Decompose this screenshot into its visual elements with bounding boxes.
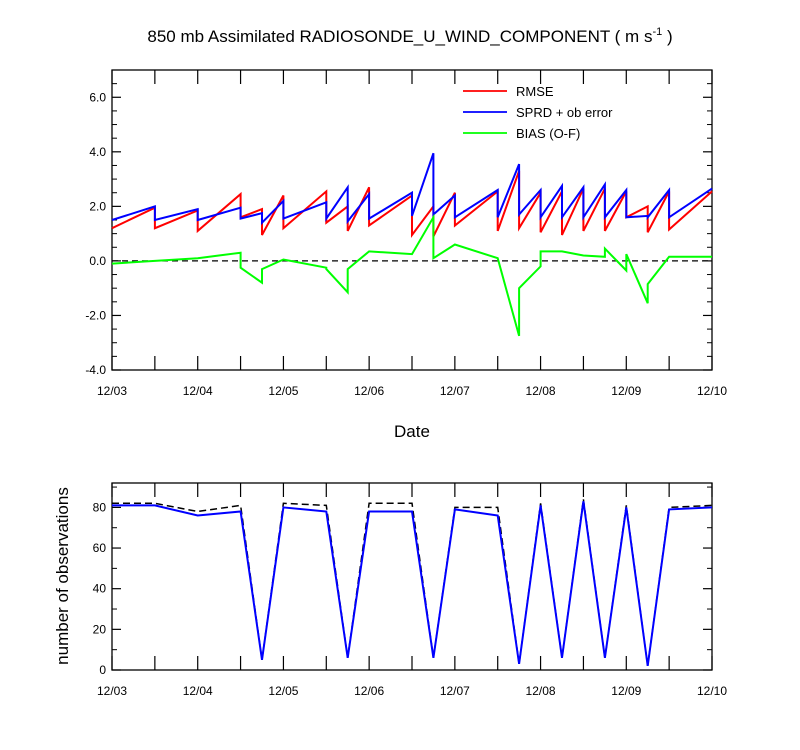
x-tick-label: 12/04 xyxy=(183,684,213,698)
obs-line-dashed xyxy=(112,499,713,667)
legend-label-rmse: RMSE xyxy=(516,84,554,99)
x-tick-label: 12/03 xyxy=(97,384,127,398)
top-plot-series xyxy=(111,152,713,337)
y-tick-label: 80 xyxy=(93,500,107,514)
legend-label-sprd: SPRD + ob error xyxy=(516,105,613,120)
x-tick-label: 12/08 xyxy=(526,684,556,698)
x-tick-label: 12/07 xyxy=(440,684,470,698)
y-tick-label: 0.0 xyxy=(89,254,106,268)
y-tick-label: 4.0 xyxy=(89,145,106,159)
chart-title: 850 mb Assimilated RADIOSONDE_U_WIND_COM… xyxy=(147,26,672,46)
y-tick-label: 2.0 xyxy=(89,199,106,213)
x-tick-label: 12/06 xyxy=(354,384,384,398)
x-tick-label: 12/08 xyxy=(526,384,556,398)
x-tick-label: 12/06 xyxy=(354,684,384,698)
top-y-tick-labels: -4.0 -2.0 0.0 2.0 4.0 6.0 xyxy=(85,90,106,377)
top-plot-ticks xyxy=(111,69,713,371)
legend-item-rmse: RMSE xyxy=(463,84,554,99)
x-tick-label: 12/03 xyxy=(97,684,127,698)
legend-label-bias: BIAS (O-F) xyxy=(516,126,580,141)
x-tick-label: 12/05 xyxy=(268,684,298,698)
bottom-plot-ticks xyxy=(111,483,713,671)
y-tick-label: 60 xyxy=(93,541,107,555)
series-line-bias-o-f xyxy=(111,213,712,337)
x-tick-label: 12/05 xyxy=(268,384,298,398)
legend-item-bias: BIAS (O-F) xyxy=(463,126,580,141)
x-tick-label: 12/10 xyxy=(697,384,727,398)
bottom-x-tick-labels: 12/03 12/04 12/05 12/06 12/07 12/08 12/09 12/10 xyxy=(97,684,727,698)
bottom-y-tick-labels: 0 20 40 60 80 xyxy=(93,500,107,677)
y-tick-label: -4.0 xyxy=(85,363,106,377)
bottom-plot-series xyxy=(112,499,713,667)
legend: RMSE SPRD + ob error BIAS (O-F) xyxy=(463,84,613,141)
y-tick-label: 20 xyxy=(93,622,107,636)
top-x-tick-labels: 12/03 12/04 12/05 12/06 12/07 12/08 12/09 12/10 xyxy=(97,384,727,398)
y-tick-label: 0 xyxy=(99,663,106,677)
legend-item-sprd: SPRD + ob error xyxy=(463,105,613,120)
x-tick-label: 12/09 xyxy=(611,684,641,698)
x-tick-label: 12/04 xyxy=(183,384,213,398)
y-tick-label: -2.0 xyxy=(85,308,106,322)
x-tick-label: 12/09 xyxy=(611,384,641,398)
x-axis-label: Date xyxy=(394,422,430,441)
x-tick-label: 12/10 xyxy=(697,684,727,698)
series-line-sprd-ob-error xyxy=(111,152,713,226)
series-line-rmse xyxy=(111,170,713,239)
y-tick-label: 6.0 xyxy=(89,90,106,104)
obs-line-solid xyxy=(112,501,713,667)
y-tick-label: 40 xyxy=(93,582,107,596)
y-axis-label-observations: number of observations xyxy=(53,487,72,665)
x-tick-label: 12/07 xyxy=(440,384,470,398)
